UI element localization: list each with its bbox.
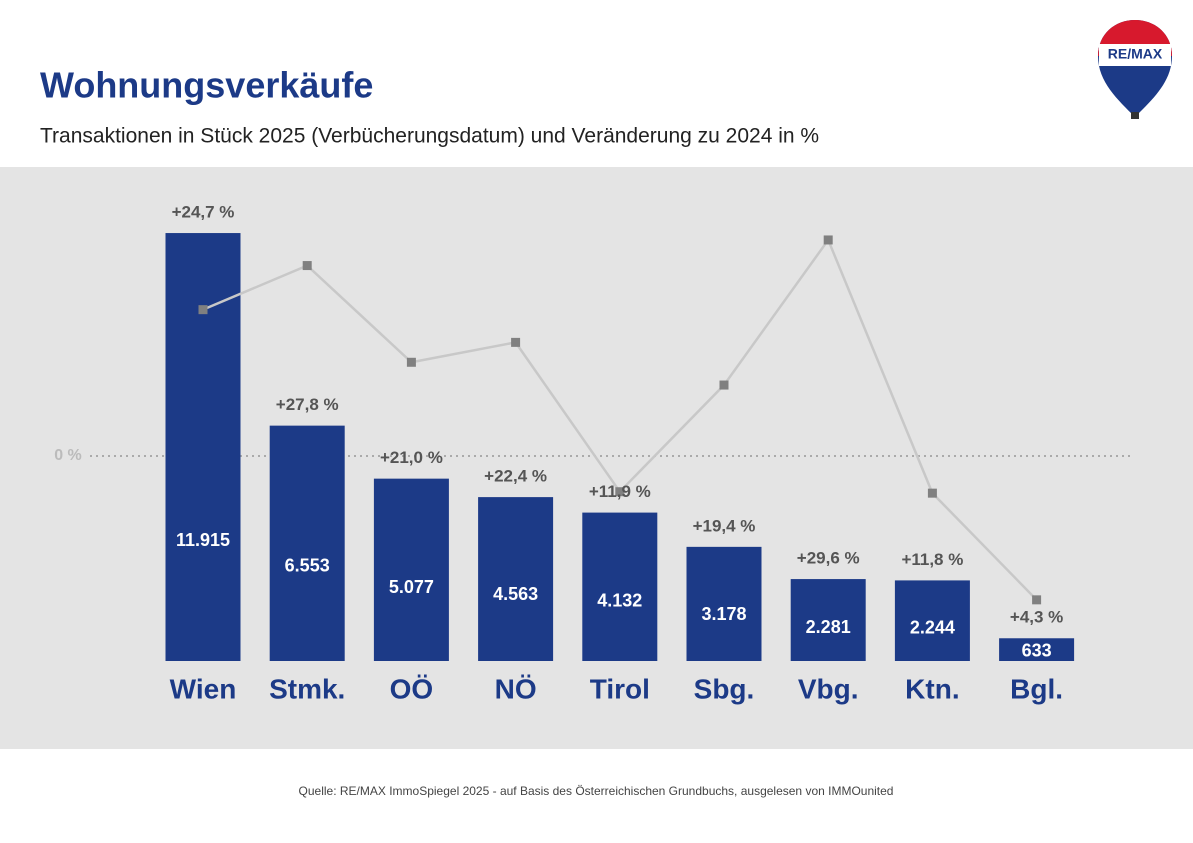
- x-tick-label: Wien: [170, 673, 237, 704]
- x-tick-label: NÖ: [495, 673, 537, 704]
- bar-value-label: 633: [1022, 641, 1052, 661]
- x-tick-label: Stmk.: [269, 673, 345, 704]
- x-tick-label: Vbg.: [798, 673, 859, 704]
- line-value-label: +4,3 %: [1010, 608, 1063, 627]
- line-value-label: +27,8 %: [276, 395, 339, 414]
- line-value-label: +21,0 %: [380, 448, 443, 467]
- bar-value-label: 2.244: [910, 618, 955, 638]
- x-tick-label: Ktn.: [905, 673, 959, 704]
- line-value-label: +22,4 %: [484, 467, 547, 486]
- bar: [894, 580, 970, 661]
- bar: [269, 425, 345, 661]
- bar: [999, 638, 1075, 661]
- line-value-label: +11,9 %: [589, 482, 651, 501]
- line-value-label: +24,7 %: [172, 203, 235, 222]
- bar: [686, 546, 762, 661]
- bar: [790, 579, 866, 661]
- bar: [165, 233, 241, 661]
- line-value-label: +19,4 %: [693, 516, 756, 535]
- bar-value-label: 11.915: [176, 530, 230, 550]
- bar-value-label: 6.553: [285, 556, 330, 576]
- line-value-label: +11,8 %: [901, 550, 963, 569]
- bar: [373, 478, 449, 661]
- line-marker: [198, 305, 208, 315]
- bar-value-label: 4.563: [493, 584, 538, 604]
- x-tick-label: Tirol: [590, 673, 650, 704]
- line-marker: [927, 488, 937, 498]
- x-tick-label: Bgl.: [1010, 673, 1063, 704]
- line-marker: [823, 235, 833, 245]
- logo-text: RE/MAX: [1108, 46, 1163, 62]
- line-marker: [615, 487, 625, 497]
- bar: [582, 512, 658, 661]
- logo-basket: [1131, 112, 1139, 119]
- line-marker: [511, 337, 521, 347]
- reference-line-label: 0 %: [54, 447, 82, 464]
- logo: RE/MAX: [1098, 20, 1172, 119]
- logo-band: [1099, 44, 1171, 66]
- line-marker: [1032, 595, 1042, 605]
- line-value-label: +29,6 %: [797, 549, 860, 568]
- bar-value-label: 3.178: [701, 604, 746, 624]
- bar-value-label: 4.132: [597, 590, 642, 610]
- x-tick-label: OÖ: [390, 673, 434, 704]
- chart-subtitle: Transaktionen in Stück 2025 (Verbücherun…: [40, 125, 819, 148]
- source-note: Quelle: RE/MAX ImmoSpiegel 2025 - auf Ba…: [299, 784, 894, 798]
- bar-value-label: 2.281: [806, 617, 851, 637]
- line-marker: [406, 357, 416, 367]
- line-marker: [302, 261, 312, 271]
- line-marker: [719, 380, 729, 390]
- bar: [478, 497, 554, 661]
- x-tick-label: Sbg.: [694, 673, 755, 704]
- bar-value-label: 5.077: [389, 577, 434, 597]
- chart-title: Wohnungsverkäufe: [40, 65, 373, 106]
